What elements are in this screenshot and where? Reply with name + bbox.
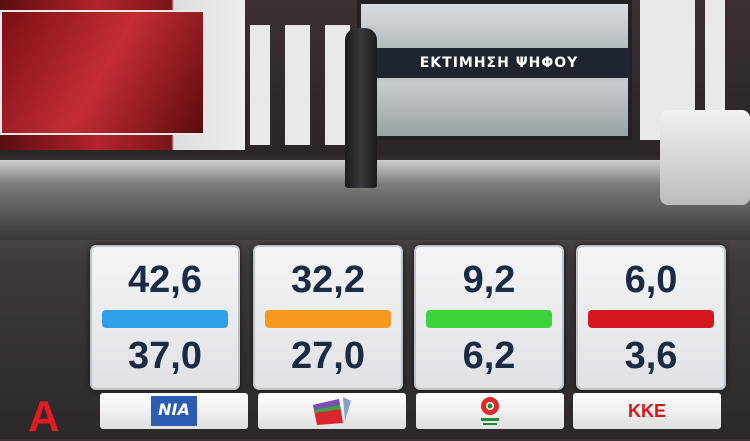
upper-estimate: 32,2 [291, 259, 365, 301]
studio-panel [250, 25, 270, 145]
kinal-logo-icon [481, 397, 499, 425]
upper-estimate: 6,0 [624, 259, 678, 301]
kke-logo-box: ΚΚΕ [573, 393, 721, 429]
party-card-kinal: 9,2 6,2 [414, 245, 564, 390]
party-color-bar [265, 310, 391, 328]
party-color-bar [426, 310, 552, 328]
lower-estimate: 37,0 [128, 335, 202, 377]
lower-estimate: 6,2 [462, 335, 516, 377]
party-card-syriza: 32,2 27,0 [253, 245, 403, 390]
party-color-bar [588, 310, 714, 328]
nd-logo-box: ΝΙΑ [100, 393, 248, 429]
studio-panel [705, 0, 725, 110]
lower-estimate: 27,0 [291, 335, 365, 377]
kke-logo-icon: ΚΚΕ [627, 400, 666, 421]
graphic-title: ΕΚΤΙΜΗΣΗ ΨΗΦΟΥ [368, 48, 630, 78]
party-color-bar [102, 310, 228, 328]
studio-video-wall [0, 10, 205, 135]
upper-estimate: 42,6 [128, 259, 202, 301]
presenter [345, 28, 377, 188]
lower-estimate: 3,6 [624, 335, 678, 377]
nd-logo-icon: ΝΙΑ [151, 396, 197, 426]
party-card-kke: 6,0 3,6 [576, 245, 726, 390]
studio-panel [285, 25, 310, 145]
kinal-logo-box [416, 393, 564, 429]
channel-logo: Α [28, 392, 60, 441]
party-card-nd: 42,6 37,0 [90, 245, 240, 390]
syriza-logo-box [258, 393, 406, 429]
upper-estimate: 9,2 [462, 259, 516, 301]
studio-desk [660, 110, 750, 205]
syriza-logo-icon [313, 397, 351, 425]
